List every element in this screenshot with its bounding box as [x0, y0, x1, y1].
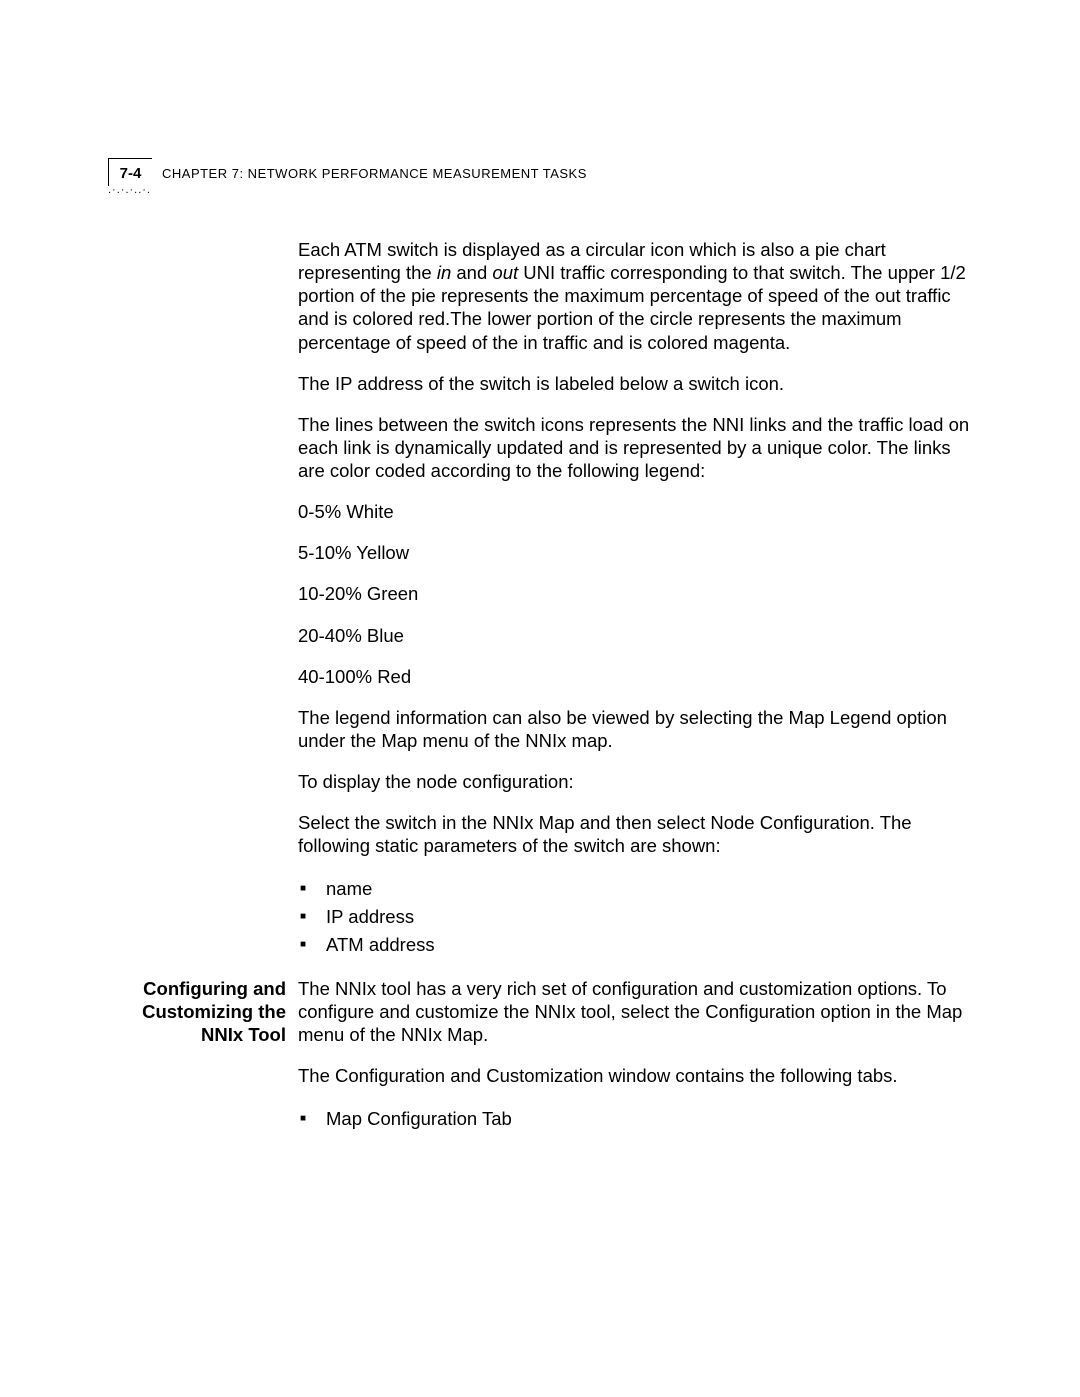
legend-blue: 20-40% Blue [298, 624, 974, 647]
p1-part-b: and [451, 262, 492, 283]
list-item: ATM address [298, 931, 974, 959]
paragraph-config-window: The Configuration and Customization wind… [298, 1064, 974, 1087]
content-area: Each ATM switch is displayed as a circul… [298, 238, 974, 1151]
section-configuring: Configuring and Customizing the NNIx Too… [298, 977, 974, 1046]
legend-white: 0-5% White [298, 500, 974, 523]
list-item: IP address [298, 903, 974, 931]
p1-out-italic: out [492, 262, 518, 283]
legend-green: 10-20% Green [298, 582, 974, 605]
paragraph-select-switch: Select the switch in the NNIx Map and th… [298, 811, 974, 857]
page-number: 7-4 [108, 158, 152, 186]
list-item: Map Configuration Tab [298, 1105, 974, 1133]
chapter-title: CHAPTER 7: NETWORK PERFORMANCE MEASUREME… [152, 158, 587, 181]
paragraph-nnix-tool: The NNIx tool has a very rich set of con… [298, 977, 974, 1046]
paragraph-ip-address: The IP address of the switch is labeled … [298, 372, 974, 395]
paragraph-legend-info: The legend information can also be viewe… [298, 706, 974, 752]
header-dots-decor: .·.·.·..·. [108, 184, 151, 196]
section-heading: Configuring and Customizing the NNIx Too… [110, 977, 286, 1046]
paragraph-atm-switch: Each ATM switch is displayed as a circul… [298, 238, 974, 354]
legend-yellow: 5-10% Yellow [298, 541, 974, 564]
paragraph-display-node: To display the node configuration: [298, 770, 974, 793]
bullet-list-tabs: Map Configuration Tab [298, 1105, 974, 1133]
bullet-list-params: name IP address ATM address [298, 875, 974, 958]
list-item: name [298, 875, 974, 903]
p1-in-italic: in [437, 262, 451, 283]
paragraph-nni-links: The lines between the switch icons repre… [298, 413, 974, 482]
legend-red: 40-100% Red [298, 665, 974, 688]
page-header: 7-4 CHAPTER 7: NETWORK PERFORMANCE MEASU… [108, 158, 587, 186]
